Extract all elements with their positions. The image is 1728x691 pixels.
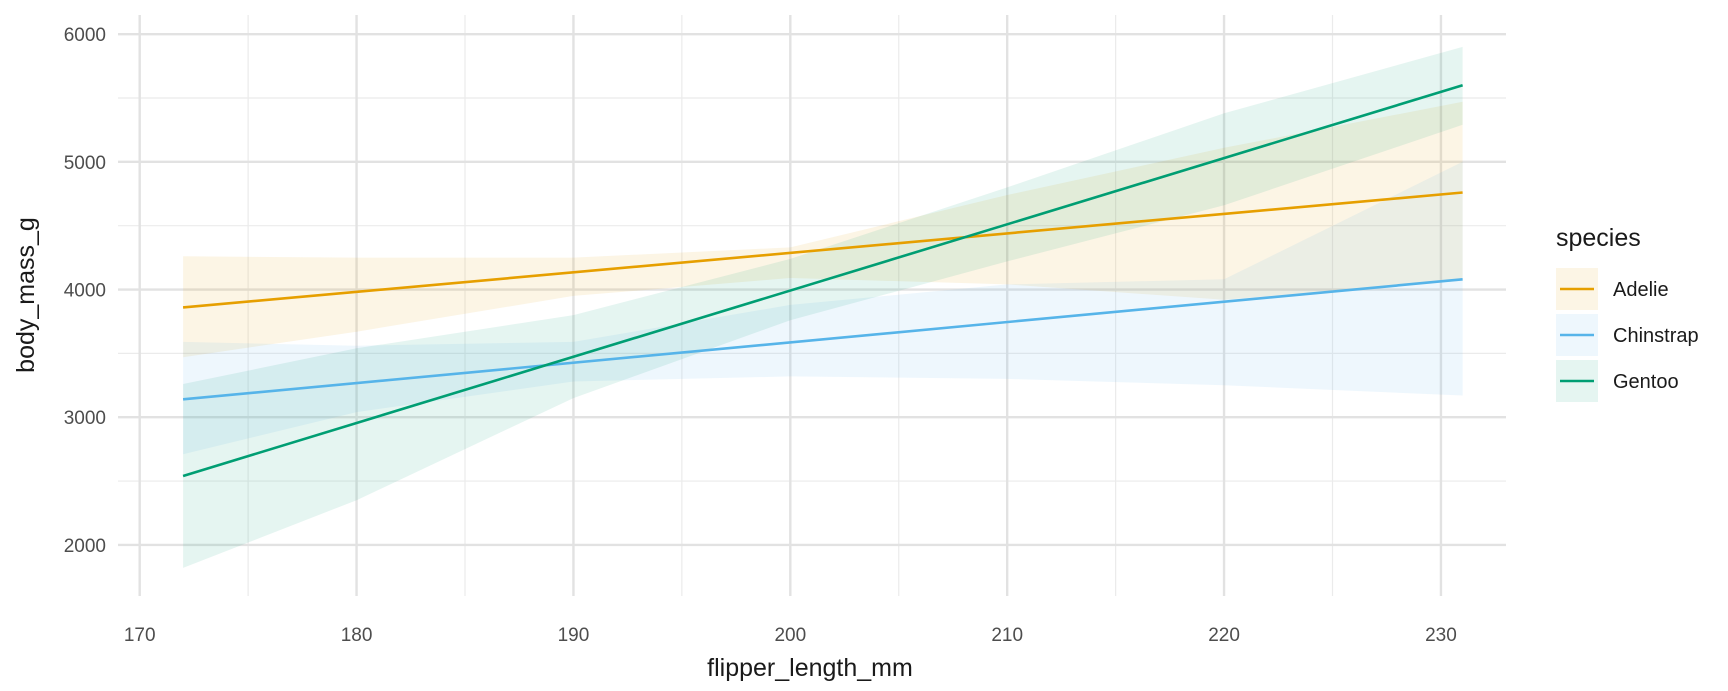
legend-label: Adelie — [1613, 279, 1669, 301]
band-adelie — [183, 101, 1463, 358]
legend-item-chinstrap: Chinstrap — [1556, 314, 1699, 356]
y-tick-label: 4000 — [64, 281, 106, 302]
band-chinstrap — [183, 161, 1463, 455]
x-tick-label: 230 — [1425, 625, 1457, 646]
legend-label: Chinstrap — [1613, 325, 1699, 347]
x-tick-labels: 170 180 190 200 210 220 230 — [124, 625, 1457, 646]
y-tick-label: 2000 — [64, 536, 106, 557]
x-tick-label: 190 — [558, 625, 590, 646]
regression-lines — [182, 83, 1464, 478]
legend: species Adelie Chinstrap Gentoo — [1556, 224, 1699, 402]
x-tick-label: 210 — [991, 625, 1023, 646]
legend-item-adelie: Adelie — [1556, 268, 1669, 310]
line-adelie — [182, 191, 1463, 309]
y-tick-label: 6000 — [64, 25, 106, 46]
y-tick-label: 3000 — [64, 408, 106, 429]
legend-items: Adelie Chinstrap Gentoo — [1556, 268, 1699, 402]
y-tick-labels: 2000 3000 4000 5000 6000 — [64, 25, 106, 557]
band-gentoo — [183, 46, 1463, 568]
x-axis-title: flipper_length_mm — [707, 654, 913, 682]
x-tick-label: 200 — [774, 625, 806, 646]
x-tick-label: 180 — [341, 625, 373, 646]
legend-title: species — [1556, 224, 1641, 252]
grid-minor — [118, 15, 1506, 596]
y-axis-title: body_mass_g — [12, 217, 40, 373]
y-tick-label: 5000 — [64, 153, 106, 174]
line-gentoo — [182, 83, 1464, 478]
legend-item-gentoo: Gentoo — [1556, 360, 1679, 402]
line-chinstrap — [182, 278, 1463, 401]
x-tick-label: 220 — [1208, 625, 1240, 646]
confidence-bands — [183, 46, 1463, 568]
legend-label: Gentoo — [1613, 371, 1679, 393]
grid-major — [118, 15, 1506, 596]
x-tick-label: 170 — [124, 625, 156, 646]
